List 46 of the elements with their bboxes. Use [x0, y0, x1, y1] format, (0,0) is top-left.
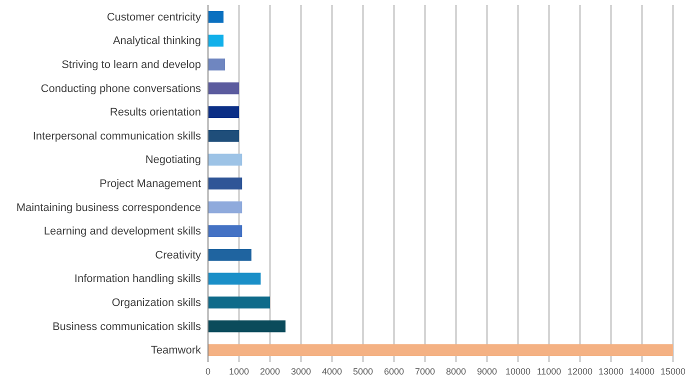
x-tick-label: 5000 [352, 366, 374, 376]
x-tick-label: 9000 [476, 366, 498, 376]
y-tick-label: Analytical thinking [112, 35, 201, 48]
x-tick-label: 0 [205, 366, 211, 376]
x-tick-label: 15000 [660, 366, 685, 376]
x-tick-label: 4000 [322, 366, 342, 376]
x-tick-label: 10000 [505, 366, 531, 376]
bar [208, 225, 242, 238]
x-tick-label: 1000 [228, 366, 250, 376]
bar [208, 82, 239, 94]
y-tick-label: Customer centricity [106, 11, 202, 24]
bar [208, 106, 239, 118]
y-tick-label: Information handling skills [74, 273, 202, 286]
bar [208, 154, 242, 166]
x-tick-label: 14000 [629, 366, 655, 376]
y-tick-label: Business communication skills [52, 320, 202, 333]
y-tick-label: Organization skills [112, 297, 202, 310]
x-tick-label: 11000 [536, 366, 562, 376]
bar [208, 272, 261, 285]
bar [208, 344, 673, 356]
y-tick-label: Maintaining business correspondence [16, 202, 201, 214]
y-tick-label: Creativity [155, 249, 202, 262]
y-tick-label: Results orientation [110, 106, 201, 119]
bar [208, 130, 239, 142]
x-tick-label: 3000 [290, 366, 312, 376]
y-tick-label: Negotiating [145, 154, 201, 166]
bar [208, 248, 252, 261]
y-tick-label: Striving to learn and develop [62, 59, 201, 72]
y-tick-label: Interpersonal communication skills [32, 130, 202, 142]
x-tick-label: 7000 [414, 366, 436, 376]
bar [208, 178, 242, 190]
x-tick-label: 13000 [598, 366, 624, 376]
x-tick-label: 6000 [384, 366, 404, 376]
bar [208, 320, 286, 332]
bar [208, 201, 242, 214]
x-tick-label: 8000 [446, 366, 466, 376]
y-tick-label: Teamwork [150, 344, 202, 357]
bar [208, 296, 270, 308]
bar [208, 10, 224, 23]
x-tick-label: 2000 [260, 366, 280, 376]
x-tick-label: 12000 [567, 366, 593, 376]
bar [208, 34, 224, 47]
y-tick-label: Learning and development skills [44, 226, 202, 238]
y-tick-label: Conducting phone conversations [40, 82, 202, 95]
bar [208, 58, 226, 70]
y-tick-label: Project Management [100, 178, 201, 190]
